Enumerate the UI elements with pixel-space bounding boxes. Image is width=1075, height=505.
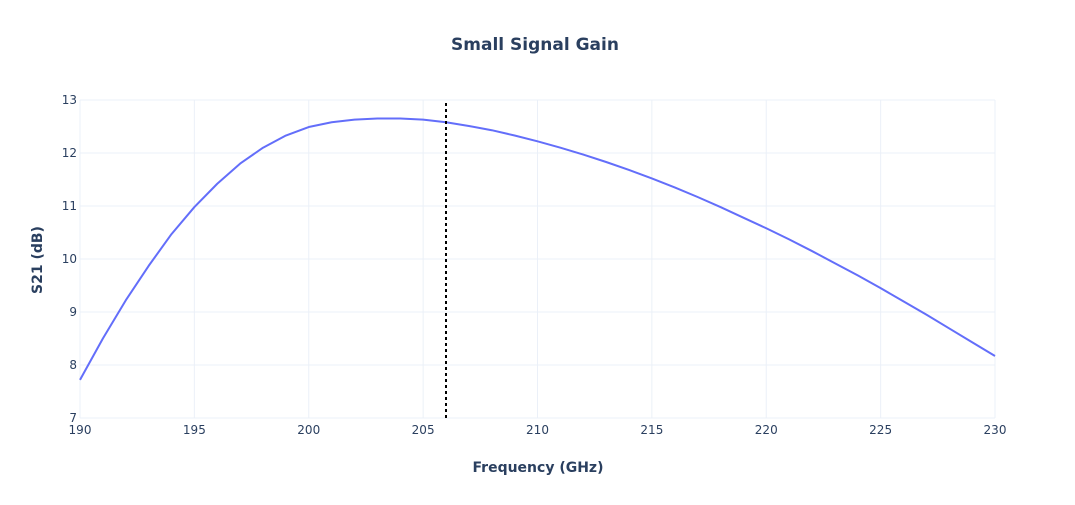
x-tick-label: 190	[69, 423, 92, 437]
x-tick-label: 225	[869, 423, 892, 437]
grid-layer	[79, 99, 996, 419]
x-tick-label: 220	[755, 423, 778, 437]
chart-title: Small Signal Gain	[451, 35, 619, 55]
series-line	[79, 117, 996, 381]
x-axis-title: Frequency (GHz)	[473, 460, 604, 476]
x-tick-label: 200	[297, 423, 320, 437]
y-axis-title: S21 (dB)	[30, 226, 46, 294]
x-tick-label: 230	[984, 423, 1007, 437]
y-tick-label: 7	[69, 411, 77, 425]
x-tick-label: 210	[526, 423, 549, 437]
x-axis-ticks: 190 195 200 205 210 215 220 225 230	[69, 423, 1007, 437]
y-tick-label: 8	[69, 358, 77, 372]
y-tick-label: 10	[62, 252, 77, 266]
y-axis-ticks: 7 8 9 10 11 12 13	[62, 93, 77, 425]
x-tick-label: 215	[640, 423, 663, 437]
y-tick-label: 12	[62, 146, 77, 160]
y-tick-label: 11	[62, 199, 77, 213]
x-tick-label: 195	[183, 423, 206, 437]
y-tick-label: 9	[69, 305, 77, 319]
x-tick-label: 205	[412, 423, 435, 437]
y-tick-label: 13	[62, 93, 77, 107]
series-layer	[79, 117, 996, 381]
